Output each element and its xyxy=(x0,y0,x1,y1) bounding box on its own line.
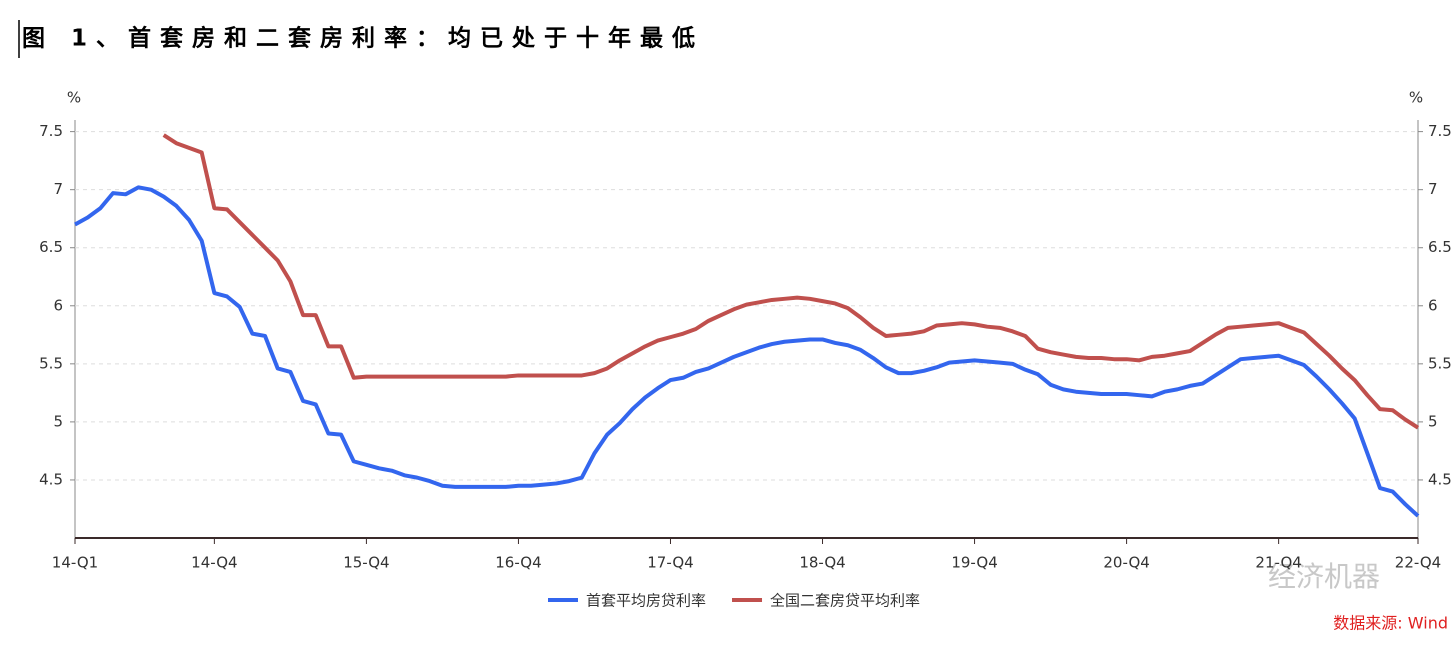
y2-unit: % xyxy=(1409,89,1423,107)
legend-label: 首套平均房贷利率 xyxy=(586,592,706,610)
line-series xyxy=(162,133,1420,430)
x-tick-label: 14-Q1 xyxy=(52,554,98,572)
y-tick-label: 7.5 xyxy=(39,122,63,140)
y-tick-label: 6.5 xyxy=(39,238,63,256)
y2-tick-label: 7 xyxy=(1428,180,1438,198)
y-tick-label: 6 xyxy=(53,296,63,314)
source: 数据来源: Wind xyxy=(1333,614,1448,633)
x-tick-label: 14-Q4 xyxy=(191,554,237,572)
y-tick-label: 7 xyxy=(53,180,63,198)
x-tick-label: 20-Q4 xyxy=(1103,554,1149,572)
y2-tick-label: 5 xyxy=(1428,412,1438,430)
y-tick-label: 5 xyxy=(53,412,63,430)
x-tick-label: 22-Q4 xyxy=(1395,554,1441,572)
y2-tick-label: 6 xyxy=(1428,296,1438,314)
x-tick-label: 19-Q4 xyxy=(951,554,997,572)
y2-tick-label: 4.5 xyxy=(1428,470,1452,488)
legend-label: 全国二套房贷平均利率 xyxy=(770,592,920,610)
y2-tick-label: 7.5 xyxy=(1428,122,1452,140)
x-tick-label: 16-Q4 xyxy=(495,554,541,572)
x-tick-label: 17-Q4 xyxy=(647,554,693,572)
x-tick-label: 21-Q4 xyxy=(1255,554,1301,572)
chart-title: 图 1、首套房和二套房利率：均已处于十年最低 xyxy=(22,25,704,52)
y-tick-label: 5.5 xyxy=(39,354,63,372)
x-tick-label: 18-Q4 xyxy=(799,554,845,572)
x-tick-label: 15-Q4 xyxy=(343,554,389,572)
watermark: 经济机器 xyxy=(1268,560,1380,593)
y-unit: % xyxy=(67,89,81,107)
y2-tick-label: 5.5 xyxy=(1428,354,1452,372)
y-tick-label: 4.5 xyxy=(39,470,63,488)
line-series xyxy=(74,185,1420,518)
y2-tick-label: 6.5 xyxy=(1428,238,1452,256)
